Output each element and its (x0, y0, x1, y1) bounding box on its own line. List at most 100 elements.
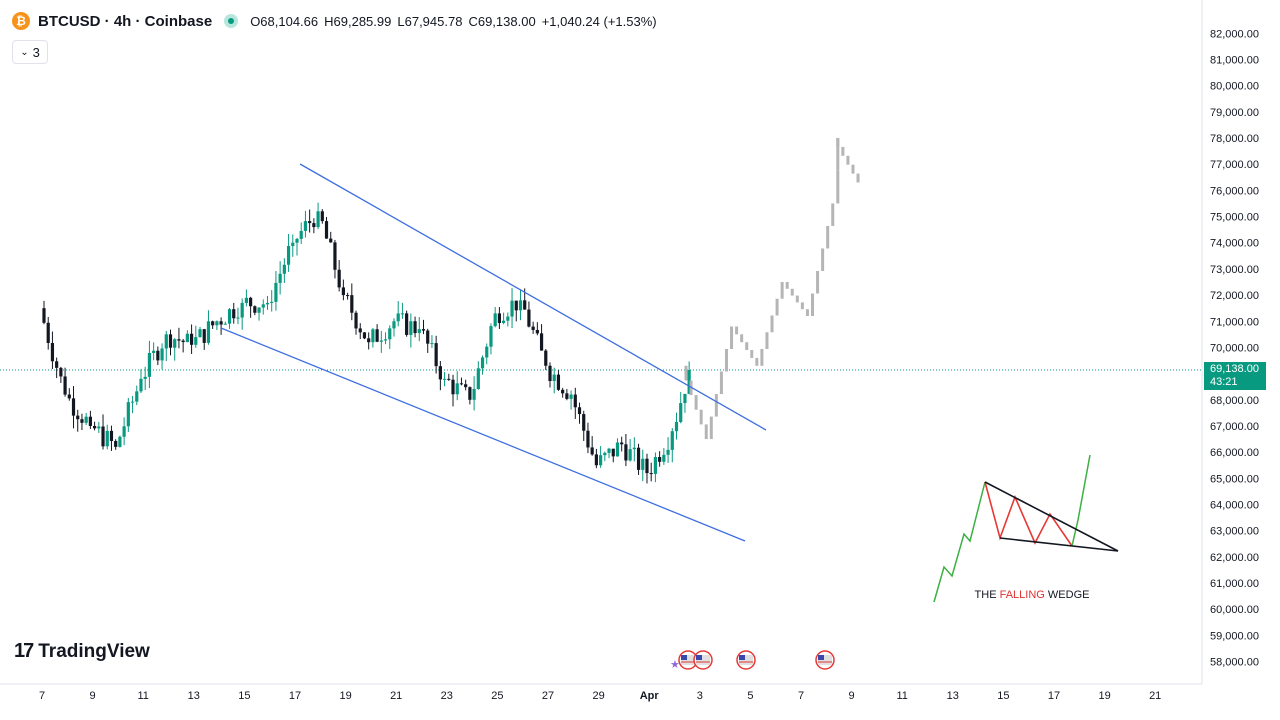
candle (670, 431, 674, 450)
high-value: H69,285.99 (324, 13, 392, 29)
candle (219, 321, 223, 325)
candle (286, 245, 291, 265)
symbol-header[interactable]: ₿ BTCUSD · 4h · Coinbase O68,104.66 H69,2… (12, 12, 663, 30)
candle (590, 447, 594, 455)
time-tick-label: 13 (188, 690, 200, 702)
projection-bar (740, 334, 744, 343)
candle (430, 343, 434, 345)
candle (282, 264, 286, 274)
candle (88, 416, 92, 426)
candle (548, 365, 552, 382)
projection-bar (730, 326, 734, 350)
candle (531, 326, 535, 330)
candle (666, 449, 670, 455)
projection-bar (811, 293, 814, 317)
candle (375, 329, 379, 342)
candle (396, 313, 400, 322)
candle (265, 302, 270, 305)
candle (97, 426, 101, 429)
price-tick-label: 74,000.00 (1210, 238, 1259, 250)
candle (485, 346, 489, 358)
projection-bar (719, 371, 723, 395)
candle (270, 301, 274, 303)
time-tick-label: 7 (39, 690, 45, 702)
ohlc-legend: O68,104.66 H69,285.99 L67,945.78 C69,138.00… (250, 14, 662, 29)
time-axis[interactable]: 7 9 11 13 15 17 19 21 23 25 27 29 Apr 3 5 7 9 11 13 15 17 19 2… (39, 690, 1161, 702)
time-tick-label: 19 (1098, 690, 1110, 702)
candle (168, 334, 173, 348)
wedge-bottom-line (999, 537, 1119, 552)
candle (114, 441, 118, 447)
price-tick-label: 68,000.00 (1210, 395, 1259, 407)
candle (320, 211, 324, 222)
price-tick-label: 72,000.00 (1210, 290, 1259, 302)
candle (552, 374, 556, 382)
candle (421, 329, 426, 331)
candle (67, 394, 71, 399)
candle (295, 238, 299, 243)
candle (679, 403, 683, 423)
candle (388, 328, 392, 340)
candle (383, 339, 388, 341)
projection-bar (745, 342, 749, 351)
candle (333, 242, 337, 270)
symbol-title[interactable]: BTCUSD · 4h · Coinbase (38, 12, 213, 30)
candle (514, 300, 518, 311)
price-tick-label: 80,000.00 (1210, 81, 1259, 93)
projection-bar (750, 350, 754, 358)
candle (523, 300, 527, 310)
projection-bar (755, 357, 759, 366)
candle (240, 302, 244, 318)
event-markers[interactable]: ★ (670, 650, 835, 671)
projection-bar (836, 170, 840, 204)
wedge-lower-trendline[interactable] (220, 327, 746, 542)
projection-bar (699, 409, 703, 425)
low-value: L67,945.78 (397, 13, 463, 29)
market-status-icon[interactable] (224, 14, 239, 28)
candle (518, 300, 523, 311)
candle (324, 221, 329, 239)
candle (611, 448, 615, 457)
candle (417, 329, 421, 334)
candle (371, 329, 375, 343)
price-tick-label: 61,000.00 (1210, 578, 1259, 590)
time-tick-label: 29 (592, 690, 604, 702)
candle (367, 338, 371, 343)
candle (362, 332, 367, 339)
time-tick-label: 21 (1149, 690, 1161, 702)
price-tick-label: 62,000.00 (1210, 552, 1259, 564)
candle (337, 269, 341, 288)
candle (227, 309, 232, 324)
candle (447, 378, 451, 380)
candle (303, 221, 308, 231)
projection-bar (760, 349, 764, 366)
price-axis[interactable]: 82,000.00 81,000.00 80,000.00 79,000.00 78,0… (1210, 28, 1259, 668)
candle (662, 454, 666, 462)
candle (586, 430, 590, 448)
candle (628, 449, 632, 461)
candle (253, 306, 257, 313)
candle (55, 361, 59, 368)
candle (223, 323, 227, 325)
candle (472, 389, 476, 400)
candle (455, 383, 459, 395)
time-tick-label: 3 (697, 690, 703, 702)
wedge-upper-trendline[interactable] (299, 163, 767, 431)
time-tick-label: 13 (947, 690, 959, 702)
candle (257, 307, 261, 313)
time-tick-label: 9 (849, 690, 855, 702)
time-tick-label: 5 (747, 690, 753, 702)
candle (379, 340, 383, 342)
time-tick-label: 23 (441, 690, 453, 702)
price-tick-label: 63,000.00 (1210, 526, 1259, 538)
indicators-toggle-button[interactable]: ⌄ 3 (12, 40, 48, 64)
candle (502, 320, 506, 323)
price-tick-label: 71,000.00 (1210, 316, 1259, 328)
candle (569, 394, 573, 399)
projection-bar (836, 137, 840, 171)
time-tick-label: 19 (339, 690, 351, 702)
projection-bar (704, 424, 708, 440)
candle (497, 313, 501, 323)
candle (594, 454, 598, 466)
